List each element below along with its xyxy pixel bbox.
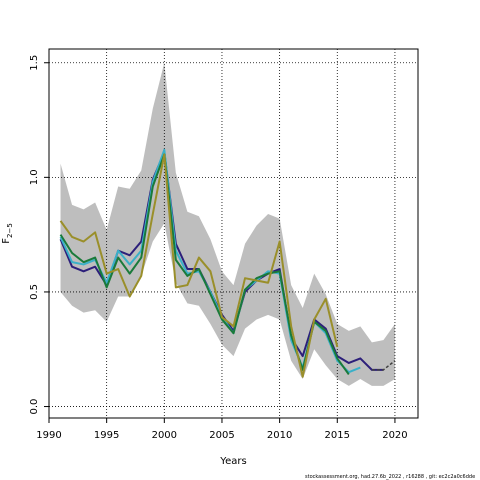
x-tick-label: 2015: [325, 430, 350, 441]
y-tick-label: 0.5: [29, 284, 40, 300]
confidence-band-area: [60, 62, 395, 386]
y-axis-label: F2−5: [1, 223, 14, 244]
y-tick-label: 1.0: [29, 169, 40, 185]
plot-frame: [48, 48, 419, 419]
series-line-4: [59, 153, 339, 378]
series-lines: [59, 148, 396, 378]
y-axis-label-main: F: [1, 238, 12, 244]
x-tick-label: 1990: [36, 430, 61, 441]
x-tick-label: 2010: [267, 430, 292, 441]
x-tick-label: 2000: [152, 430, 177, 441]
y-axis: 0.0 0.5 1.0 1.5: [29, 55, 49, 415]
y-tick-label: 1.5: [29, 55, 40, 71]
footer-credit: stockassessment.org, had.27.6b_2022 , r1…: [305, 474, 476, 480]
x-tick-label: 2020: [382, 430, 407, 441]
confidence-band: [60, 62, 395, 386]
x-tick-label: 1995: [94, 430, 119, 441]
y-axis-label-subscript: 2−5: [6, 223, 14, 238]
x-axis-label: Years: [219, 456, 246, 467]
x-axis: 1990 1995 2000 2005 2010 2015 2020: [36, 418, 408, 441]
y-tick-label: 0.0: [29, 399, 40, 415]
series-line-5: [371, 360, 396, 371]
x-tick-label: 2005: [209, 430, 234, 441]
